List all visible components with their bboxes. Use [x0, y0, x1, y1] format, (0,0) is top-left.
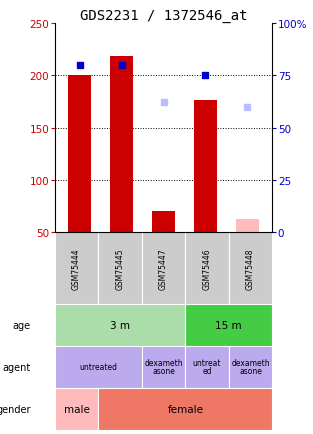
- Bar: [142, 346, 185, 388]
- Bar: [142, 233, 185, 304]
- Bar: [68, 76, 91, 233]
- Bar: [55, 388, 98, 430]
- Text: male: male: [64, 404, 90, 414]
- Bar: [185, 346, 229, 388]
- Bar: [110, 57, 133, 233]
- Bar: [55, 304, 185, 346]
- Text: agent: agent: [3, 362, 31, 372]
- Text: female: female: [167, 404, 203, 414]
- Bar: [185, 233, 229, 304]
- Text: untreated: untreated: [79, 362, 117, 372]
- Text: GSM75444: GSM75444: [72, 248, 81, 289]
- Text: dexameth
asone: dexameth asone: [144, 358, 183, 375]
- Text: GSM75447: GSM75447: [159, 248, 168, 289]
- Text: GSM75445: GSM75445: [115, 248, 125, 289]
- Text: age: age: [13, 320, 31, 330]
- Text: 15 m: 15 m: [215, 320, 242, 330]
- Bar: [55, 233, 98, 304]
- Title: GDS2231 / 1372546_at: GDS2231 / 1372546_at: [80, 9, 247, 23]
- Text: 3 m: 3 m: [110, 320, 130, 330]
- Text: GSM75446: GSM75446: [203, 248, 212, 289]
- Text: gender: gender: [0, 404, 31, 414]
- Bar: [98, 388, 272, 430]
- Text: dexameth
asone: dexameth asone: [231, 358, 270, 375]
- Bar: [194, 101, 217, 233]
- Bar: [229, 346, 272, 388]
- Text: GSM75448: GSM75448: [246, 248, 255, 289]
- Bar: [98, 233, 142, 304]
- Bar: [236, 219, 259, 233]
- Bar: [229, 233, 272, 304]
- Text: untreat
ed: untreat ed: [193, 358, 221, 375]
- Bar: [185, 304, 272, 346]
- Bar: [152, 212, 175, 233]
- Bar: [55, 346, 142, 388]
